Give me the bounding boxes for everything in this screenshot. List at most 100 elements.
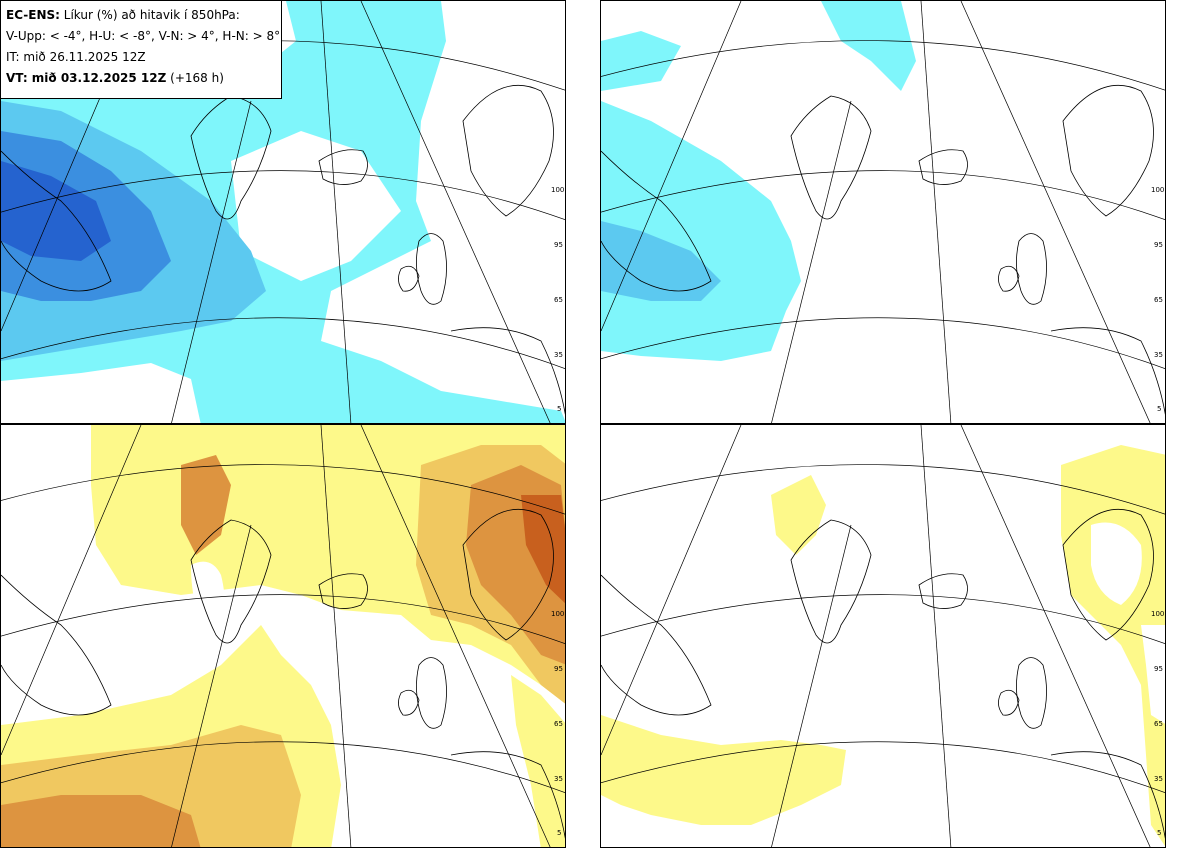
- colorbar-tick: 65: [554, 296, 563, 304]
- info-line-1: EC-ENS: Líkur (%) að hitavik í 850hPa:: [6, 5, 276, 26]
- map-panel-cold-minus4: 100 95 65 35 5: [0, 0, 566, 424]
- colorbar-tick: 65: [1154, 720, 1163, 728]
- coast-europe: [1050, 751, 1165, 839]
- prob-area-white-ne-hole: [1091, 522, 1142, 605]
- coast-ireland: [398, 265, 420, 292]
- graticule-lat-3: [1, 317, 565, 370]
- graticule-lon-2: [771, 524, 852, 847]
- coast-greenland: [190, 519, 272, 644]
- colorbar-tick: 100: [551, 610, 565, 618]
- prob-area-white-south: [1, 363, 201, 423]
- coast-britain: [1016, 233, 1047, 305]
- colorbar-tick: 35: [1154, 351, 1163, 359]
- coast-iceland: [318, 149, 368, 185]
- graticule-lon-3: [320, 425, 352, 847]
- prob-area-low-se: [511, 675, 565, 847]
- prob-area-low-gl: [771, 475, 826, 555]
- prob-area-high-south: [1, 795, 201, 847]
- graticule-lon-2: [771, 100, 852, 423]
- colorbar-tick: 5: [557, 829, 562, 837]
- coast-britain: [416, 657, 447, 729]
- graticule-lon-2: [171, 100, 252, 423]
- graticule-lon-4: [360, 425, 551, 847]
- coast-iceland: [318, 573, 368, 609]
- graticule-lat-3: [1, 741, 565, 794]
- graticule-lon-1: [601, 1, 742, 332]
- coast-ireland: [998, 689, 1020, 716]
- colorbar-tick: 95: [554, 665, 563, 673]
- prob-area-top: [1, 161, 111, 261]
- colorbar-tick: 95: [554, 241, 563, 249]
- colorbar-tick: 5: [1157, 405, 1162, 413]
- graticule-lat-1: [601, 40, 1165, 91]
- coast-scandinavia: [462, 508, 554, 641]
- graticule-lon-4: [960, 425, 1151, 847]
- map-panel-warm-plus8: 100 95 65 35 5: [600, 424, 1166, 848]
- graticule-lat-2: [601, 170, 1165, 221]
- prob-area-mid-gl: [181, 455, 231, 555]
- coast-labrador: [1, 150, 112, 292]
- coast-europe: [450, 751, 565, 839]
- coast-labrador: [601, 150, 712, 292]
- valid-time: VT: mið 03.12.2025 12Z: [6, 71, 167, 85]
- coast-europe: [1050, 327, 1165, 415]
- graticule-lon-1: [601, 425, 742, 756]
- map-warm-plus8: [601, 425, 1165, 847]
- info-line-4: VT: mið 03.12.2025 12Z (+168 h): [6, 68, 276, 89]
- info-line-2: V-Upp: < -4°, H-U: < -8°, V-N: > 4°, H-N…: [6, 29, 281, 43]
- colorbar-tick: 35: [554, 775, 563, 783]
- coast-britain: [416, 233, 447, 305]
- graticule-lon-4: [960, 1, 1151, 423]
- coast-britain: [1016, 657, 1047, 729]
- prob-area-white-ne-inner: [1141, 625, 1165, 724]
- graticule-lat-3: [601, 317, 1165, 370]
- colorbar-tick: 5: [557, 405, 562, 413]
- map-warm-plus4: [1, 425, 565, 847]
- map-panel-cold-minus8: 100 95 65 35 5: [600, 0, 1166, 424]
- colorbar-tick: 95: [1154, 241, 1163, 249]
- prob-area-top-ne: [521, 495, 565, 604]
- graticule-lon-1: [1, 425, 142, 756]
- graticule-lon-3: [920, 425, 952, 847]
- graticule-lon-3: [920, 1, 952, 423]
- prob-area-white-gl: [191, 561, 225, 625]
- colorbar-tick: 65: [1154, 296, 1163, 304]
- colorbar-tick: 95: [1154, 665, 1163, 673]
- coast-europe: [450, 327, 565, 415]
- graticule-lon-2: [171, 524, 252, 847]
- map-cold-minus4: [1, 1, 565, 423]
- product-title: Líkur (%) að hitavik í 850hPa:: [63, 8, 240, 22]
- map-panel-warm-plus4: 100 95 65 35 5: [0, 424, 566, 848]
- coast-greenland: [790, 519, 872, 644]
- coast-scandinavia: [1062, 84, 1154, 217]
- info-line-3: IT: mið 26.11.2025 12Z: [6, 50, 146, 64]
- prob-area-low-south: [601, 715, 846, 825]
- graticule-lat-2: [1, 594, 565, 645]
- prob-area-mid: [601, 221, 721, 301]
- graticule-lon-4: [360, 1, 551, 423]
- coast-scandinavia: [462, 84, 554, 217]
- coast-greenland: [790, 95, 872, 220]
- graticule-lat-1: [1, 464, 565, 515]
- graticule-lat-1: [601, 464, 1165, 515]
- coast-ireland: [398, 689, 420, 716]
- legend-info-box: EC-ENS: Líkur (%) að hitavik í 850hPa: V…: [0, 0, 282, 99]
- coast-iceland: [918, 149, 968, 185]
- prob-area-low-nw: [601, 31, 681, 91]
- coast-iceland: [918, 573, 968, 609]
- prob-area-low-north: [821, 1, 916, 91]
- colorbar-tick: 100: [1151, 610, 1165, 618]
- colorbar-tick: 35: [554, 351, 563, 359]
- colorbar-tick: 100: [551, 186, 565, 194]
- coast-labrador: [601, 574, 712, 716]
- graticule-lon-3: [320, 1, 352, 423]
- coast-scandinavia: [1062, 508, 1154, 641]
- coast-labrador: [1, 574, 112, 716]
- lead-time: (+168 h): [170, 71, 224, 85]
- colorbar-tick: 65: [554, 720, 563, 728]
- graticule-lat-2: [601, 594, 1165, 645]
- colorbar-tick: 35: [1154, 775, 1163, 783]
- map-cold-minus8: [601, 1, 1165, 423]
- colorbar-tick: 5: [1157, 829, 1162, 837]
- coast-ireland: [998, 265, 1020, 292]
